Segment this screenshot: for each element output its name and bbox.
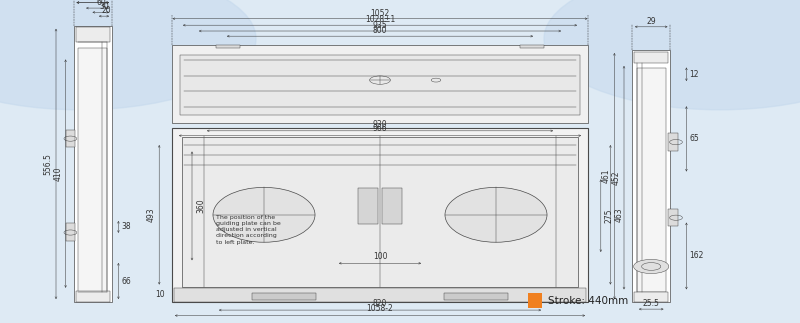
Text: 275: 275 [605,208,614,223]
Bar [632,50,670,302]
Text: 1052: 1052 [370,9,390,18]
Bar [668,133,678,151]
Bar [520,45,544,48]
Text: 493: 493 [146,207,155,222]
Bar [668,209,678,226]
Text: 410: 410 [54,166,62,181]
Text: 100: 100 [373,252,387,261]
Text: 1058-2: 1058-2 [366,304,394,313]
Text: 461: 461 [602,169,610,183]
Bar [66,130,75,147]
Text: 65: 65 [690,134,699,143]
Text: 800: 800 [373,26,387,35]
Bar [76,291,110,302]
Bar [172,128,588,302]
Bar [444,293,508,300]
Bar [358,188,378,224]
Text: 38: 38 [122,222,131,231]
Text: 20: 20 [102,6,111,15]
Bar [634,292,668,302]
Text: 452: 452 [612,171,621,185]
Text: 133: 133 [86,0,100,2]
Text: 360: 360 [196,199,205,213]
Bar [182,137,578,287]
Bar [66,224,75,241]
Text: 66: 66 [122,276,131,286]
Text: 556.5: 556.5 [43,153,52,175]
Circle shape [634,259,669,274]
Bar [74,26,112,302]
Bar [216,45,240,48]
Text: 935: 935 [373,21,387,30]
Bar [252,293,316,300]
Ellipse shape [445,187,547,242]
Text: Stroke: 440mm: Stroke: 440mm [548,296,628,306]
Ellipse shape [213,187,315,242]
Bar [78,48,107,292]
Text: 60: 60 [96,0,106,7]
Text: 12: 12 [690,70,699,79]
Text: 30: 30 [99,2,109,11]
Circle shape [0,0,256,110]
Bar [180,55,580,115]
Text: 820: 820 [373,299,387,308]
Bar [382,188,402,224]
Text: 25.5: 25.5 [642,299,660,308]
Bar [637,68,666,292]
Text: 162: 162 [690,251,704,260]
Text: 930: 930 [373,120,387,129]
Bar [634,52,668,63]
Bar [528,293,542,308]
Bar [172,45,588,123]
Text: 29: 29 [646,17,656,26]
Text: The position of the
guiding plate can be
adjusted in vertical
direction accordin: The position of the guiding plate can be… [216,215,281,245]
Circle shape [544,0,800,110]
Text: 10: 10 [155,290,165,299]
Bar [76,27,110,42]
Text: 966: 966 [373,124,387,133]
Text: 1028±1: 1028±1 [365,15,395,24]
Bar [174,288,586,302]
Text: 463: 463 [614,207,623,222]
